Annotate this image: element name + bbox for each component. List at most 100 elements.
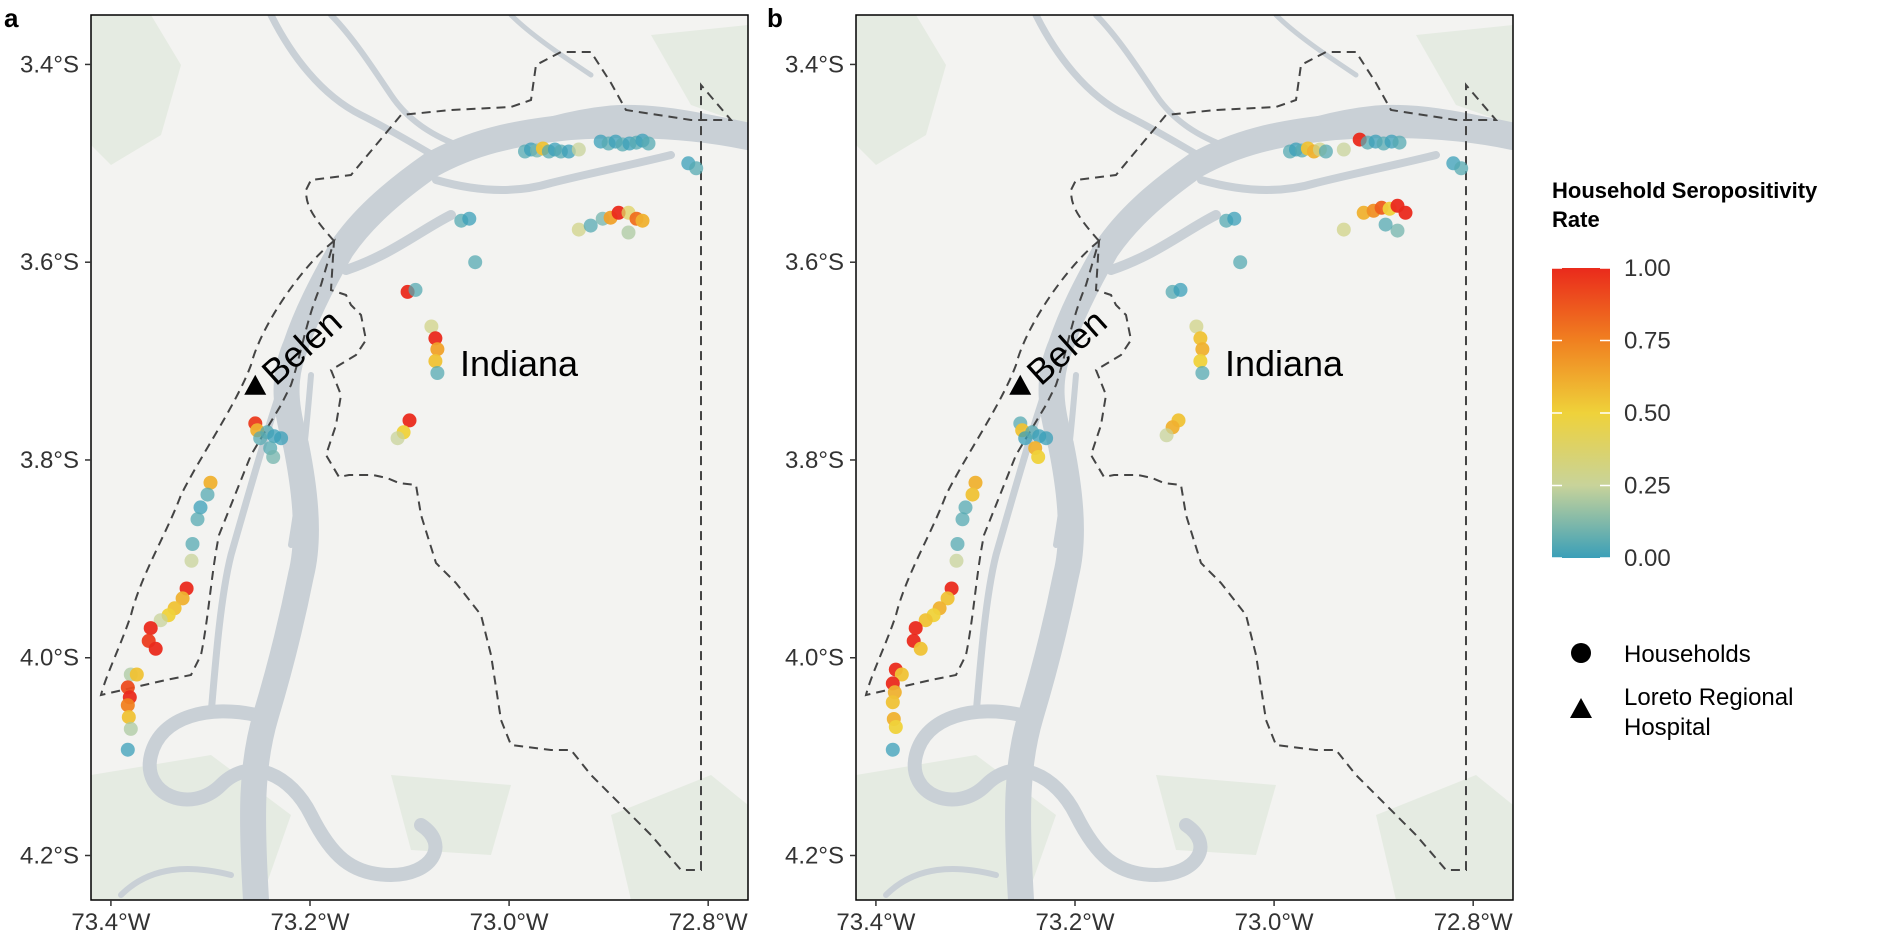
household-point bbox=[689, 161, 704, 176]
household-point bbox=[885, 695, 900, 710]
panel-b-map: Belen Indiana bbox=[856, 15, 1513, 900]
households-legend-label: Households bbox=[1624, 641, 1751, 668]
river-channel bbox=[432, 151, 675, 194]
vegetation-patch bbox=[651, 25, 748, 125]
river-meander bbox=[907, 704, 1208, 883]
river-channel bbox=[1106, 210, 1221, 275]
river-channel bbox=[1053, 372, 1079, 548]
amazon-river-system bbox=[883, 15, 1513, 900]
vegetation-patch bbox=[1376, 775, 1513, 900]
household-point bbox=[1390, 223, 1405, 238]
indiana-district-boundary bbox=[304, 51, 734, 871]
household-point bbox=[1454, 161, 1469, 176]
vegetation-patch bbox=[856, 15, 946, 165]
y-tick-label: 3.4°S bbox=[20, 51, 79, 78]
y-tick-label: 3.8°S bbox=[785, 447, 844, 474]
household-point bbox=[908, 621, 923, 636]
household-point bbox=[583, 218, 598, 233]
colorbar-tick-label: 0.00 bbox=[1624, 545, 1671, 572]
panel-a-households bbox=[120, 133, 704, 757]
household-point bbox=[430, 366, 445, 380]
household-point bbox=[1031, 450, 1046, 464]
household-point bbox=[148, 641, 163, 656]
y-tick-label: 3.6°S bbox=[20, 249, 79, 276]
household-point bbox=[641, 136, 656, 151]
household-point bbox=[143, 621, 158, 636]
vegetation-patch bbox=[91, 15, 181, 165]
panel-b-x-axis: 73.4°W 73.2°W 73.0°W 72.8°W bbox=[836, 900, 1513, 936]
household-point bbox=[894, 667, 909, 682]
household-point bbox=[1173, 282, 1188, 297]
y-tick-label: 4.0°S bbox=[785, 645, 844, 672]
river-channel bbox=[328, 15, 474, 153]
household-point bbox=[430, 342, 445, 357]
indiana-district-boundary bbox=[1069, 51, 1499, 871]
household-point bbox=[1336, 142, 1351, 157]
region-label-indiana: Indiana bbox=[1225, 343, 1344, 384]
household-point bbox=[1392, 135, 1407, 150]
panel-a-x-axis: 73.4°W 73.2°W 73.0°W 72.8°W bbox=[71, 900, 748, 936]
household-point bbox=[120, 742, 135, 757]
belen-district-boundary bbox=[99, 238, 336, 697]
x-tick-label: 73.2°W bbox=[271, 909, 350, 936]
household-point bbox=[571, 222, 586, 237]
household-point bbox=[274, 431, 289, 446]
hospital-marker bbox=[244, 374, 267, 395]
household-point bbox=[885, 742, 900, 757]
household-point bbox=[200, 487, 215, 502]
hospital-legend-label-line1: Loreto Regional bbox=[1624, 684, 1793, 711]
y-tick-label: 3.6°S bbox=[785, 249, 844, 276]
household-point bbox=[402, 413, 417, 428]
household-point bbox=[621, 225, 636, 240]
household-point bbox=[1398, 205, 1413, 220]
river-channel bbox=[508, 15, 594, 78]
household-point bbox=[571, 142, 586, 157]
household-point bbox=[462, 211, 477, 226]
households-legend-icon bbox=[1571, 643, 1591, 663]
x-tick-label: 72.8°W bbox=[1434, 909, 1513, 936]
household-point bbox=[635, 213, 650, 228]
household-point bbox=[955, 512, 970, 527]
household-point bbox=[950, 537, 965, 551]
panel-b-basemap bbox=[856, 15, 1513, 900]
household-point bbox=[1159, 428, 1174, 443]
vegetation-patch bbox=[1416, 25, 1513, 125]
household-point bbox=[965, 487, 980, 502]
hospital-marker bbox=[1009, 374, 1032, 395]
y-tick-label: 4.2°S bbox=[785, 843, 844, 870]
river-channel bbox=[1093, 15, 1239, 153]
household-point bbox=[1227, 211, 1242, 226]
household-point bbox=[968, 475, 983, 490]
legend: Household Seropositivity Rate 1.00 0.75 … bbox=[1552, 178, 1818, 741]
belen-district-boundary bbox=[864, 238, 1101, 697]
river-channel bbox=[267, 15, 455, 169]
river-meander bbox=[142, 704, 443, 883]
x-tick-label: 73.0°W bbox=[1235, 909, 1314, 936]
colorbar-tick-label: 0.25 bbox=[1624, 473, 1671, 500]
household-point bbox=[949, 553, 964, 568]
household-point bbox=[121, 710, 136, 725]
household-point bbox=[1193, 331, 1208, 346]
household-point bbox=[940, 591, 955, 606]
hospital-legend-label-line2: Hospital bbox=[1624, 714, 1711, 741]
household-point bbox=[1193, 354, 1208, 369]
household-point bbox=[185, 537, 200, 551]
household-point bbox=[120, 698, 135, 713]
river-channel bbox=[288, 372, 314, 548]
household-point bbox=[958, 500, 973, 515]
hospital-legend-icon bbox=[1570, 698, 1592, 718]
household-point bbox=[918, 613, 933, 628]
household-point bbox=[203, 475, 218, 490]
household-point bbox=[468, 255, 483, 270]
household-point bbox=[184, 553, 199, 568]
y-tick-label: 3.8°S bbox=[20, 447, 79, 474]
household-point bbox=[193, 500, 208, 515]
panel-a-y-axis: 3.4°S 3.6°S 3.8°S 4.0°S 4.2°S bbox=[20, 51, 91, 870]
household-point bbox=[153, 613, 168, 628]
household-point bbox=[1195, 342, 1210, 357]
x-tick-label: 73.0°W bbox=[470, 909, 549, 936]
panel-b-y-axis: 3.4°S 3.6°S 3.8°S 4.0°S 4.2°S bbox=[785, 51, 856, 870]
panel-b-frame bbox=[855, 14, 1514, 901]
household-point bbox=[390, 431, 405, 446]
